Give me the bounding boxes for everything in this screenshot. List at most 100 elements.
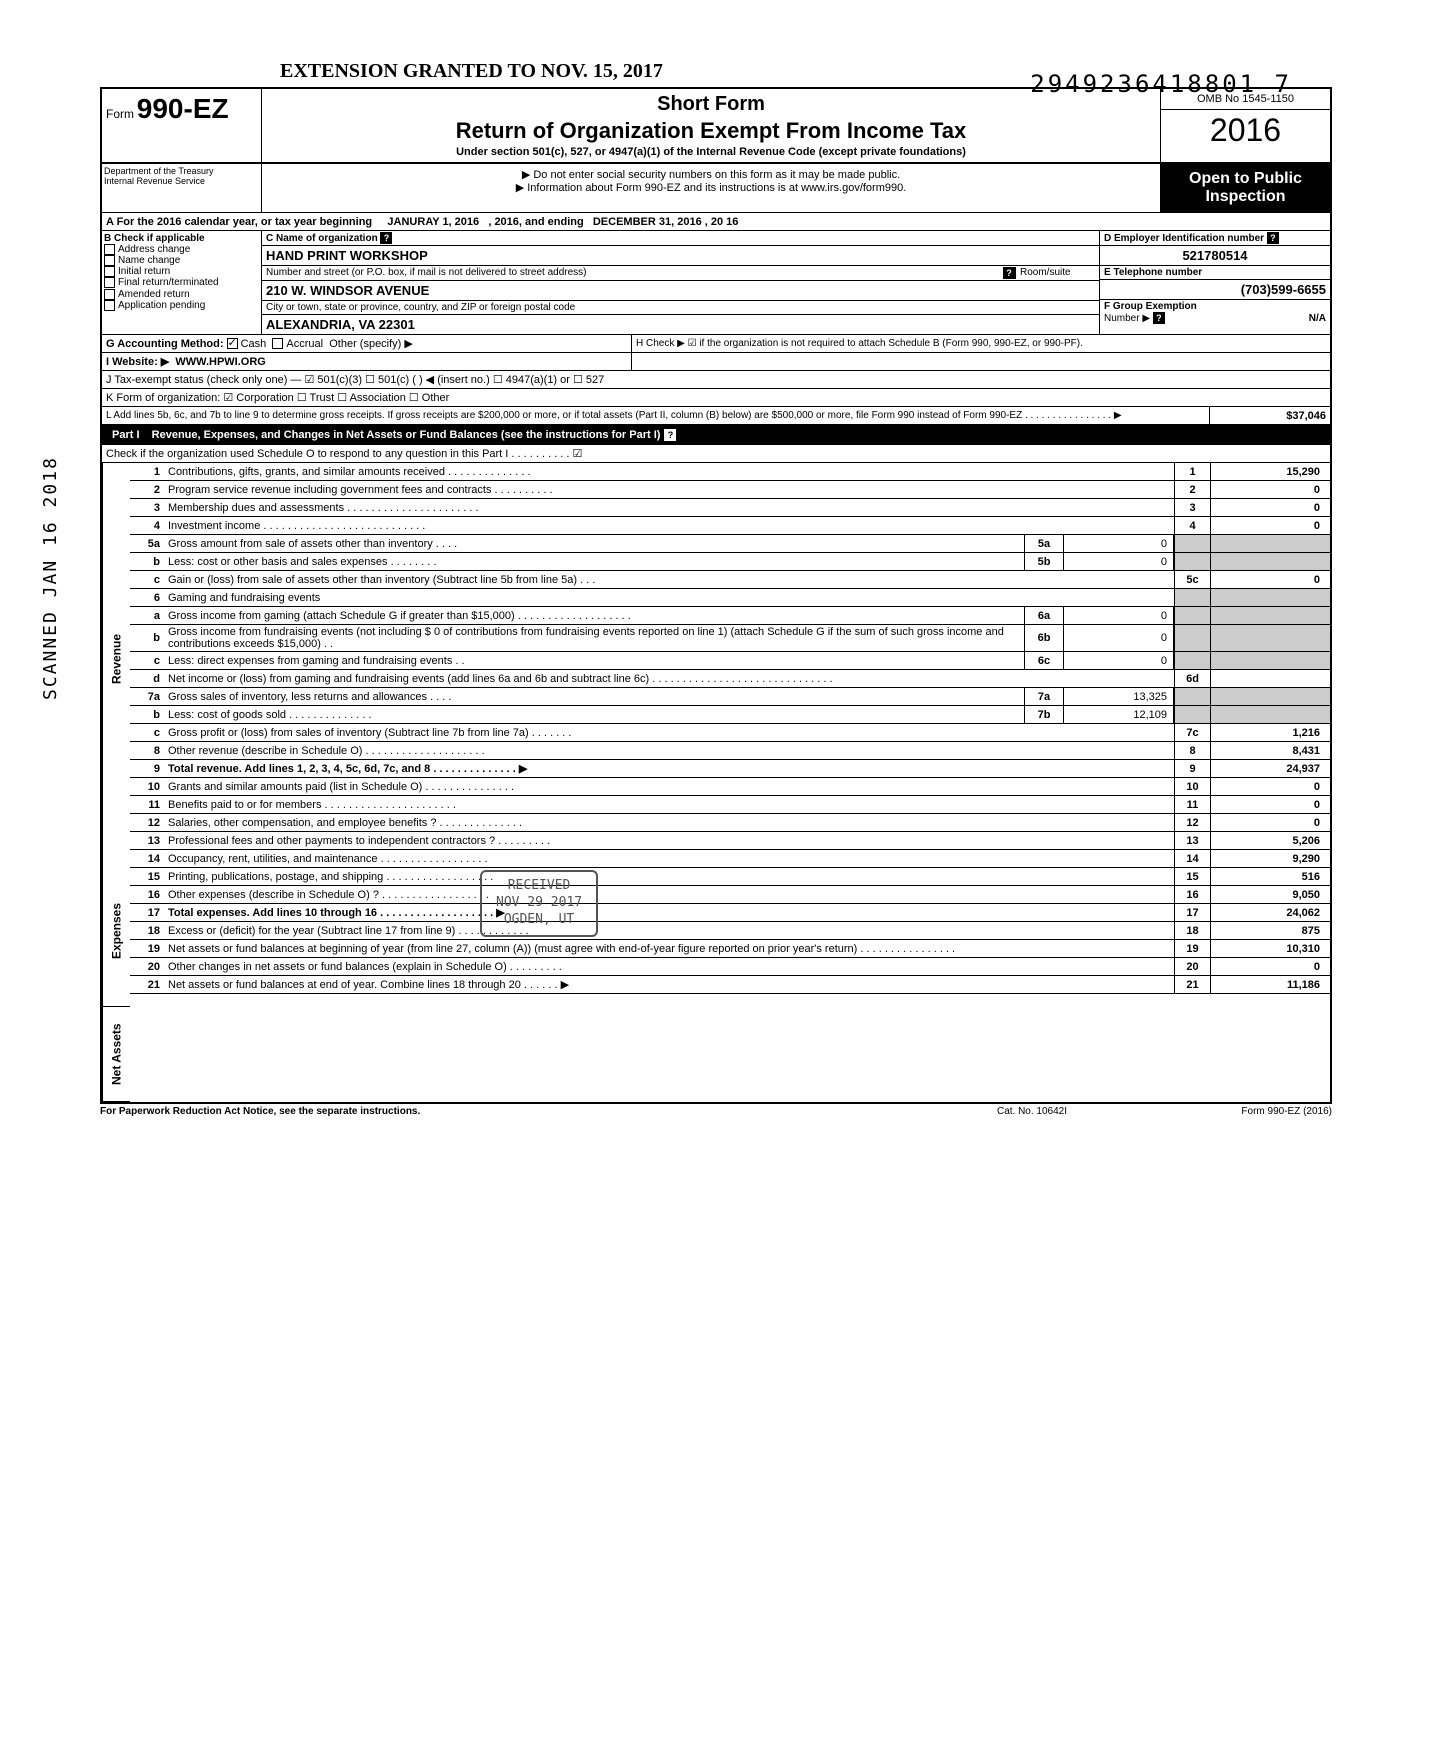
form-footer: Form 990-EZ (2016) bbox=[1132, 1106, 1332, 1117]
sub-line-value: 0 bbox=[1064, 535, 1174, 552]
line-number: 11 bbox=[130, 796, 164, 813]
info-link: ▶ Information about Form 990-EZ and its … bbox=[266, 181, 1156, 194]
form-of-organization: K Form of organization: ☑ Corporation ☐ … bbox=[102, 389, 1330, 406]
line-description: Investment income . . . . . . . . . . . … bbox=[164, 517, 1174, 534]
help-icon: ? bbox=[1003, 267, 1015, 279]
website-value: WWW.HPWI.ORG bbox=[175, 356, 265, 368]
room-label: Room/suite bbox=[1015, 267, 1095, 279]
sub-line-value: 12,109 bbox=[1064, 706, 1174, 723]
form-line-c: cLess: direct expenses from gaming and f… bbox=[130, 652, 1330, 670]
line-description: Less: cost of goods sold . . . . . . . .… bbox=[164, 706, 1024, 723]
line-description: Gross profit or (loss) from sales of inv… bbox=[164, 724, 1174, 741]
line-number: 4 bbox=[130, 517, 164, 534]
form-line-3: 3Membership dues and assessments . . . .… bbox=[130, 499, 1330, 517]
final-return-checkbox[interactable] bbox=[104, 277, 115, 288]
line-description: Membership dues and assessments . . . . … bbox=[164, 499, 1174, 516]
city-state-zip: ALEXANDRIA, VA 22301 bbox=[262, 315, 1099, 334]
shaded-value bbox=[1210, 652, 1330, 669]
tax-exempt-status: J Tax-exempt status (check only one) — ☑… bbox=[102, 371, 1330, 388]
street-address: 210 W. WINDSOR AVENUE bbox=[262, 281, 1099, 301]
form-line-c: cGross profit or (loss) from sales of in… bbox=[130, 724, 1330, 742]
line-box: 7c bbox=[1174, 724, 1210, 741]
line-value: 1,216 bbox=[1210, 724, 1330, 741]
line-number: 21 bbox=[130, 976, 164, 993]
accrual-checkbox[interactable] bbox=[272, 338, 283, 349]
line-description: Professional fees and other payments to … bbox=[164, 832, 1174, 849]
line-value: 0 bbox=[1210, 796, 1330, 813]
line-box: 13 bbox=[1174, 832, 1210, 849]
line-description: Program service revenue including govern… bbox=[164, 481, 1174, 498]
line-description: Net income or (loss) from gaming and fun… bbox=[164, 670, 1174, 687]
line-box: 17 bbox=[1174, 904, 1210, 921]
line-description: Net assets or fund balances at end of ye… bbox=[164, 976, 1174, 993]
org-name: HAND PRINT WORKSHOP bbox=[262, 246, 1099, 266]
name-change-checkbox[interactable] bbox=[104, 255, 115, 266]
line-value: 0 bbox=[1210, 517, 1330, 534]
line-number: 7a bbox=[130, 688, 164, 705]
line-number: 17 bbox=[130, 904, 164, 921]
amended-return-label: Amended return bbox=[118, 289, 190, 300]
received-stamp: RECEIVED NOV 29 2017 OGDEN, UT bbox=[480, 870, 598, 937]
help-icon: ? bbox=[380, 232, 392, 244]
application-pending-checkbox[interactable] bbox=[104, 300, 115, 311]
received-label: RECEIVED bbox=[496, 878, 582, 895]
initial-return-label: Initial return bbox=[118, 266, 170, 277]
line-value bbox=[1210, 670, 1330, 687]
line-number: 16 bbox=[130, 886, 164, 903]
cash-label: Cash bbox=[241, 338, 267, 350]
line-number: 3 bbox=[130, 499, 164, 516]
sub-line-box: 7b bbox=[1024, 706, 1064, 723]
line-number: 14 bbox=[130, 850, 164, 867]
shaded-value bbox=[1210, 607, 1330, 624]
amended-return-checkbox[interactable] bbox=[104, 289, 115, 300]
received-location: OGDEN, UT bbox=[496, 912, 582, 929]
shaded-box bbox=[1174, 607, 1210, 624]
line-value: 516 bbox=[1210, 868, 1330, 885]
form-line-5a: 5aGross amount from sale of assets other… bbox=[130, 535, 1330, 553]
line-description: Gross amount from sale of assets other t… bbox=[164, 535, 1024, 552]
schedule-b-check: H Check ▶ ☑ if the organization is not r… bbox=[632, 335, 1330, 352]
line-box: 10 bbox=[1174, 778, 1210, 795]
period-label: A For the 2016 calendar year, or tax yea… bbox=[106, 216, 372, 228]
form-line-1: 1Contributions, gifts, grants, and simil… bbox=[130, 463, 1330, 481]
shaded-value bbox=[1210, 625, 1330, 651]
line-box: 21 bbox=[1174, 976, 1210, 993]
line-description: Total expenses. Add lines 10 through 16 … bbox=[164, 904, 1174, 921]
group-exemption-label: F Group Exemption bbox=[1104, 301, 1197, 312]
line-box: 20 bbox=[1174, 958, 1210, 975]
help-icon: ? bbox=[1267, 232, 1279, 244]
line-description: Printing, publications, postage, and shi… bbox=[164, 868, 1174, 885]
sub-line-box: 6c bbox=[1024, 652, 1064, 669]
initial-return-checkbox[interactable] bbox=[104, 266, 115, 277]
line-box: 3 bbox=[1174, 499, 1210, 516]
form-line-b: bLess: cost of goods sold . . . . . . . … bbox=[130, 706, 1330, 724]
line-number: 10 bbox=[130, 778, 164, 795]
line-number: b bbox=[130, 706, 164, 723]
form-line-a: aGross income from gaming (attach Schedu… bbox=[130, 607, 1330, 625]
cash-checkbox[interactable] bbox=[227, 338, 238, 349]
shaded-value bbox=[1210, 589, 1330, 606]
form-line-9: 9Total revenue. Add lines 1, 2, 3, 4, 5c… bbox=[130, 760, 1330, 778]
short-form-label: Short Form bbox=[268, 93, 1154, 116]
application-pending-label: Application pending bbox=[118, 300, 205, 311]
form-line-20: 20Other changes in net assets or fund ba… bbox=[130, 958, 1330, 976]
line-number: 12 bbox=[130, 814, 164, 831]
line-number: a bbox=[130, 607, 164, 624]
line-description: Less: direct expenses from gaming and fu… bbox=[164, 652, 1024, 669]
ein-label: D Employer Identification number bbox=[1104, 233, 1264, 244]
form-line-b: bLess: cost or other basis and sales exp… bbox=[130, 553, 1330, 571]
form-prefix: Form bbox=[106, 107, 134, 121]
form-line-6: 6Gaming and fundraising events bbox=[130, 589, 1330, 607]
shaded-value bbox=[1210, 688, 1330, 705]
telephone-label: E Telephone number bbox=[1100, 266, 1330, 280]
line-description: Gross income from fundraising events (no… bbox=[164, 625, 1024, 651]
line-number: 1 bbox=[130, 463, 164, 480]
line-value: 8,431 bbox=[1210, 742, 1330, 759]
line-value: 0 bbox=[1210, 499, 1330, 516]
line-value: 0 bbox=[1210, 778, 1330, 795]
line-number: 6 bbox=[130, 589, 164, 606]
address-change-checkbox[interactable] bbox=[104, 244, 115, 255]
line-number: 18 bbox=[130, 922, 164, 939]
line-description: Gaming and fundraising events bbox=[164, 589, 1174, 606]
form-line-4: 4Investment income . . . . . . . . . . .… bbox=[130, 517, 1330, 535]
